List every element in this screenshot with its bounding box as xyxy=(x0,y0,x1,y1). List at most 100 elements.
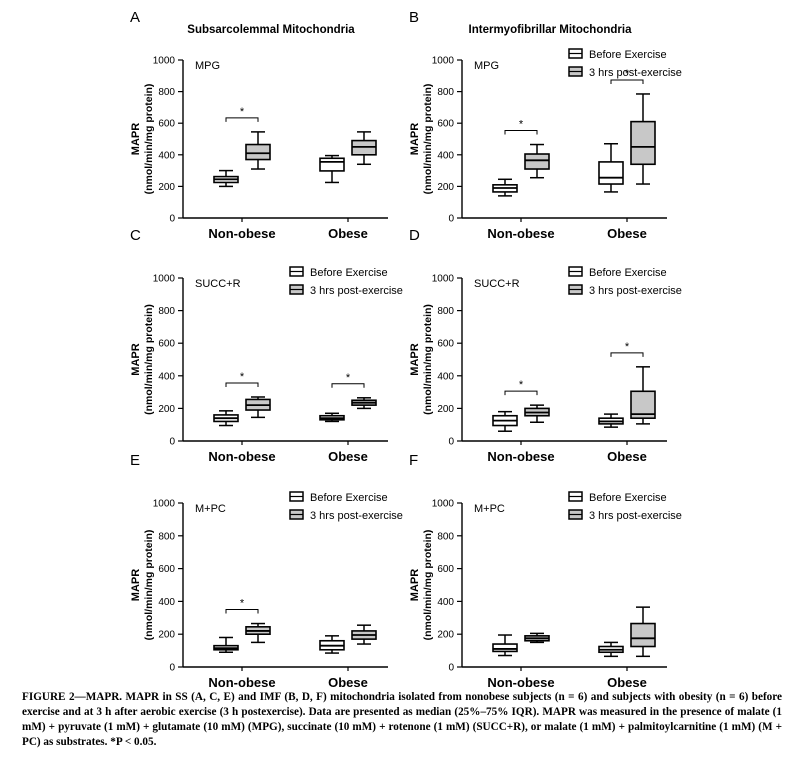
significance-label: * xyxy=(346,372,351,384)
significance-label: * xyxy=(240,106,245,118)
legend-item-0: Before Exercise xyxy=(568,48,667,61)
legend-item-1: 3 hrs post-exercise xyxy=(568,284,682,297)
panel-d: D SUCC+R 0 200 400 600 800 1000 MAPR (nmol/min/mg… xyxy=(409,227,682,464)
y-tick-label: 800 xyxy=(437,306,454,317)
y-tick-label: 1000 xyxy=(153,274,176,285)
box-plot-post-0 xyxy=(245,131,271,170)
y-tick-label: 600 xyxy=(437,564,454,575)
box-plot-before-0 xyxy=(213,169,239,188)
panel-letter: F xyxy=(409,452,418,469)
legend-label: 3 hrs post-exercise xyxy=(310,510,403,522)
bracket-line xyxy=(504,130,538,135)
panel-letter: E xyxy=(130,452,140,469)
legend-label: 3 hrs post-exercise xyxy=(310,285,403,297)
bracket-line xyxy=(225,609,259,614)
x-tick-label: Non-obese xyxy=(208,226,275,241)
box-plot-before-0 xyxy=(492,178,518,197)
panel-letter: D xyxy=(409,227,420,244)
box-plot-post-0 xyxy=(524,632,550,644)
box-plot-post-0 xyxy=(245,396,271,419)
box-plot-post-0 xyxy=(524,143,550,179)
y-axis-label: MAPR xyxy=(409,343,421,375)
box-plot-before-1 xyxy=(319,154,345,184)
legend-label: 3 hrs post-exercise xyxy=(589,285,682,297)
significance-label: * xyxy=(519,379,524,391)
significance-label: * xyxy=(240,371,245,383)
legend-label: Before Exercise xyxy=(589,492,667,504)
x-tick-label: Obese xyxy=(328,675,368,690)
panel-letter: C xyxy=(130,227,141,244)
y-tick-label: 400 xyxy=(437,597,454,608)
box-plot-post-0 xyxy=(245,622,271,644)
y-tick-label: 400 xyxy=(437,371,454,382)
box-plot-post-1 xyxy=(630,606,656,658)
box-iqr xyxy=(598,161,624,185)
box-plot-post-1 xyxy=(351,624,377,645)
legend-item-1: 3 hrs post-exercise xyxy=(568,66,682,79)
substrate-label: M+PC xyxy=(474,503,505,515)
y-tick-label: 800 xyxy=(437,531,454,542)
box-iqr xyxy=(524,153,550,170)
box-plot-before-0 xyxy=(492,410,518,432)
y-tick-label: 0 xyxy=(448,663,454,674)
y-axis-unit: (nmol/min/mg protein) xyxy=(143,530,155,641)
box-plot-post-1 xyxy=(351,131,377,166)
y-tick-label: 800 xyxy=(437,87,454,98)
y-tick-label: 1000 xyxy=(432,499,455,510)
legend-label: Before Exercise xyxy=(310,492,388,504)
x-tick-label: Non-obese xyxy=(208,449,275,464)
box-iqr xyxy=(630,622,656,648)
legend-item-0: Before Exercise xyxy=(568,266,667,279)
box-plot-before-0 xyxy=(213,410,239,427)
legend-item-0: Before Exercise xyxy=(289,266,388,279)
significance-bracket: * xyxy=(331,372,365,388)
x-tick-label: Obese xyxy=(607,449,647,464)
box-plot-before-0 xyxy=(492,634,518,657)
bracket-line xyxy=(331,383,365,388)
y-tick-label: 200 xyxy=(158,630,175,641)
legend-label: 3 hrs post-exercise xyxy=(589,510,682,522)
y-axis-unit: (nmol/min/mg protein) xyxy=(143,84,155,195)
significance-label: * xyxy=(240,598,245,610)
y-tick-label: 600 xyxy=(158,339,175,350)
y-tick-label: 800 xyxy=(158,87,175,98)
y-axis-label: MAPR xyxy=(409,123,421,155)
y-tick-label: 1000 xyxy=(153,499,176,510)
bracket-line xyxy=(504,390,538,396)
bracket-line xyxy=(225,382,259,387)
y-tick-label: 200 xyxy=(437,182,454,193)
legend-item-1: 3 hrs post-exercise xyxy=(568,509,682,522)
significance-bracket: * xyxy=(504,379,538,396)
significance-bracket: * xyxy=(225,106,259,122)
y-axis-unit: (nmol/min/mg protein) xyxy=(422,304,434,415)
y-tick-label: 0 xyxy=(448,214,454,225)
significance-bracket: * xyxy=(225,371,259,387)
panel-e: E M+PC 0 200 400 600 800 1000 MAPR (nmol/min/mg p… xyxy=(130,452,403,690)
legend-item-1: 3 hrs post-exercise xyxy=(289,509,403,522)
legend-label: Before Exercise xyxy=(589,49,667,61)
panel-a: A Subsarcolemmal Mitochondria MPG 0 200 400 60… xyxy=(130,9,388,241)
y-tick-label: 600 xyxy=(437,119,454,130)
column-title: Intermyofibrillar Mitochondria xyxy=(469,24,633,36)
bracket-line xyxy=(610,352,644,357)
x-tick-label: Obese xyxy=(607,675,647,690)
y-axis-label: MAPR xyxy=(130,343,142,375)
box-plot-post-1 xyxy=(351,397,377,410)
box-plot-before-1 xyxy=(598,413,624,428)
y-tick-label: 200 xyxy=(158,182,175,193)
y-tick-label: 800 xyxy=(158,306,175,317)
significance-bracket: * xyxy=(610,341,644,357)
legend-label: Before Exercise xyxy=(589,267,667,279)
box-plot-before-0 xyxy=(213,636,239,653)
substrate-label: MPG xyxy=(195,60,220,72)
y-axis-unit: (nmol/min/mg protein) xyxy=(143,304,155,415)
substrate-label: SUCC+R xyxy=(195,278,241,290)
box-plot-post-1 xyxy=(630,366,656,425)
significance-bracket: * xyxy=(225,598,259,614)
y-tick-label: 200 xyxy=(158,404,175,415)
bracket-line xyxy=(225,117,259,122)
x-tick-label: Non-obese xyxy=(208,675,275,690)
y-tick-label: 1000 xyxy=(432,274,455,285)
y-tick-label: 400 xyxy=(158,597,175,608)
x-tick-label: Non-obese xyxy=(487,449,554,464)
